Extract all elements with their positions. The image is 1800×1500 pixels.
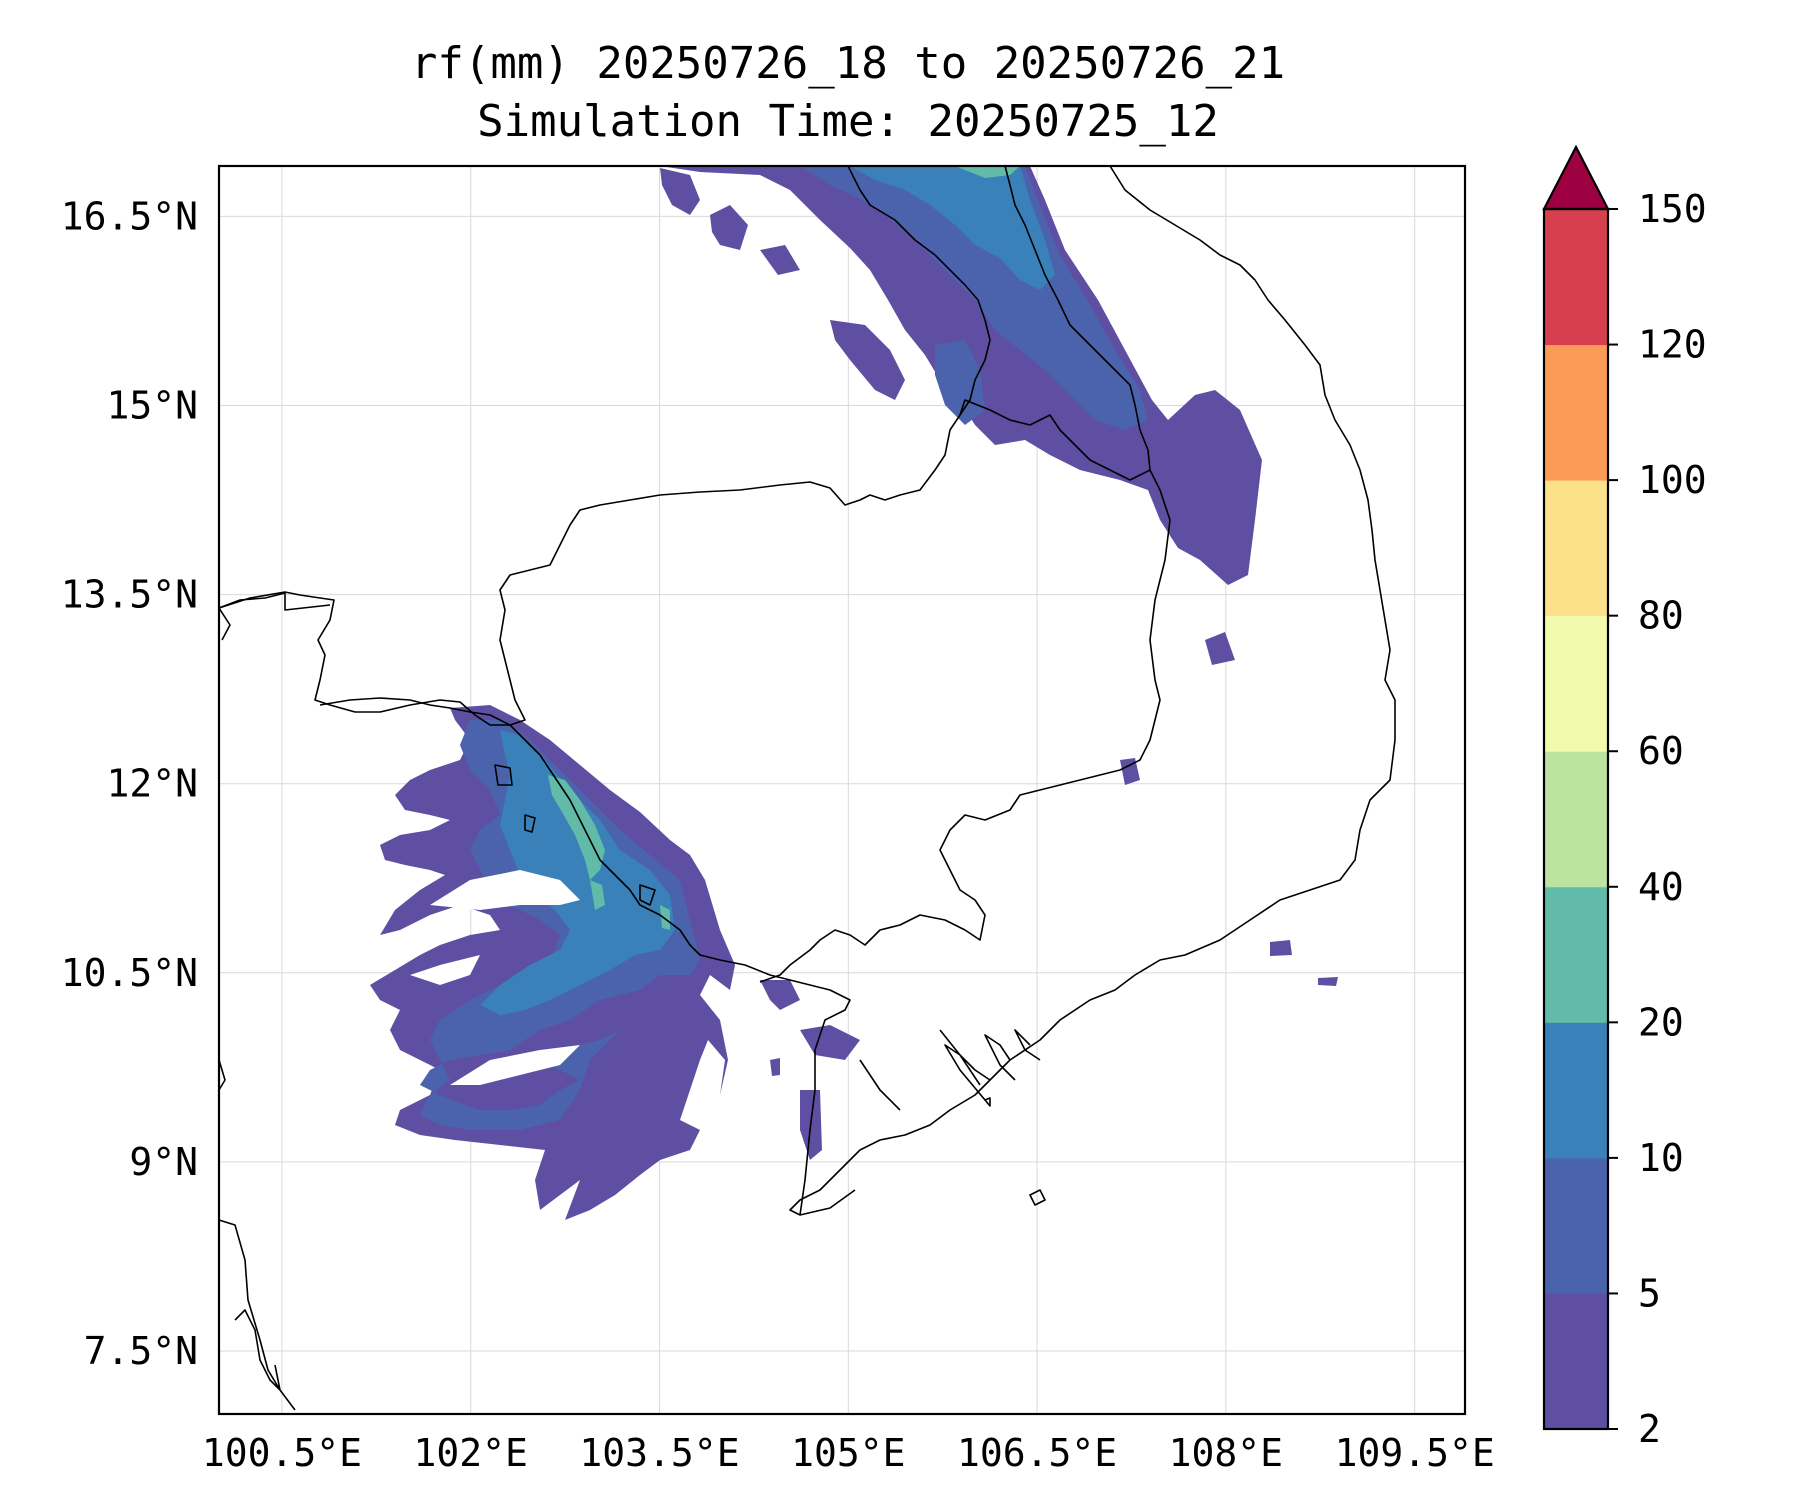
lat-tick-label: 10.5°N	[61, 951, 198, 995]
colorbar-tick-label: 80	[1638, 594, 1684, 638]
rain-cell-south-1	[760, 980, 800, 1010]
latitude-axis: 16.5°N 15°N 13.5°N 12°N 10.5°N 9°N 7.5°N	[61, 194, 198, 1373]
rain-cell-nw-1	[660, 168, 700, 215]
coastline-vietnam-east	[789, 166, 1396, 1216]
lon-tick-label: 109.5°E	[1335, 1431, 1495, 1475]
colorbar-band	[1544, 480, 1608, 617]
colorbar-extend-arrow	[1542, 144, 1610, 211]
colorbar-band	[1544, 209, 1608, 346]
colorbar-band	[1544, 1293, 1608, 1430]
colorbar: 2 5 10 20 40 60 80 100 120 150	[1542, 144, 1707, 1451]
colorbar-band	[1544, 886, 1608, 1023]
rain-cell-east-3	[1270, 940, 1292, 956]
colorbar-tick-label: 120	[1638, 323, 1707, 367]
lat-tick-label: 13.5°N	[61, 573, 198, 617]
coastline-thailand-west	[219, 607, 296, 1411]
coastline-cambodia-islands	[494, 764, 656, 906]
colorbar-tick-label: 5	[1638, 1271, 1661, 1315]
lat-tick-label: 9°N	[129, 1140, 198, 1184]
colorbar-band	[1544, 615, 1608, 752]
lon-tick-label: 108°E	[1169, 1431, 1283, 1475]
rain-area-southwest-peak3	[660, 905, 670, 930]
lat-tick-label: 16.5°N	[61, 194, 198, 238]
colorbar-tick-label: 60	[1638, 729, 1684, 773]
colorbar-tick-label: 2	[1638, 1407, 1661, 1451]
rain-area-southwest-peak	[548, 775, 605, 880]
border-thailand-north	[219, 592, 331, 611]
colorbar-band	[1544, 751, 1608, 888]
lat-tick-label: 7.5°N	[84, 1329, 198, 1373]
rain-area-southwest-mid	[420, 720, 700, 1130]
lon-tick-label: 100.5°E	[202, 1431, 362, 1475]
map-panel	[219, 166, 1465, 1414]
longitude-axis: 100.5°E 102°E 103.5°E 105°E 106.5°E 108°E 109.…	[202, 1431, 1495, 1475]
rain-area-southwest-peak2	[590, 880, 605, 910]
border-cambodia-vietnam-north	[1004, 166, 1151, 471]
colorbar-tick-label: 20	[1638, 1000, 1684, 1044]
colorbar-tick-label: 10	[1638, 1136, 1684, 1180]
lon-tick-label: 102°E	[414, 1431, 528, 1475]
rain-cell-nw-4	[830, 320, 905, 400]
rain-area-southwest-core	[480, 730, 675, 1015]
rain-cell-east-1	[1205, 632, 1235, 665]
rain-area-north-band-mid	[800, 166, 1148, 430]
colorbar-tick-label: 100	[1638, 458, 1707, 502]
rain-cell-south-4	[770, 1058, 780, 1076]
border-thailand-cambodia-laos	[219, 399, 1171, 983]
rain-cell-east-2	[1120, 758, 1140, 785]
map-frame	[217, 164, 1467, 1416]
lon-tick-label: 106.5°E	[957, 1431, 1117, 1475]
coastline-mekong-delta	[859, 1029, 1041, 1111]
map-title-line2: Simulation Time: 20250725_12	[477, 96, 1219, 147]
rain-cell-nw-3	[760, 245, 800, 275]
rain-cell-east-4	[1318, 977, 1338, 986]
rainfall-contours	[370, 166, 1338, 1220]
colorbar-band	[1544, 344, 1608, 481]
rain-gap-3	[410, 955, 480, 985]
colorbar-tick-label: 150	[1638, 187, 1707, 231]
rain-gap-1	[430, 870, 580, 910]
rain-area-north-band-peak	[955, 166, 1020, 178]
border-laos-vietnam	[847, 166, 991, 416]
lat-tick-label: 12°N	[106, 762, 198, 806]
lat-tick-label: 15°N	[106, 384, 198, 428]
coastline-phu-quoc	[984, 1097, 1046, 1206]
colorbar-band	[1544, 1022, 1608, 1159]
colorbar-frame	[1542, 207, 1610, 1431]
lon-tick-label: 103.5°E	[579, 1431, 739, 1475]
colorbar-band	[1544, 1157, 1608, 1294]
gridlines	[219, 166, 1465, 1414]
rain-cell-nw-2	[710, 205, 748, 250]
rain-gap-2	[450, 1045, 580, 1085]
colorbar-tick-label: 40	[1638, 865, 1684, 909]
map-title-line1: rf(mm) 20250726_18 to 20250726_21	[411, 38, 1285, 89]
lon-tick-label: 105°E	[791, 1431, 905, 1475]
coastlines	[219, 166, 1396, 1411]
rain-area-north-band-core	[850, 166, 1055, 290]
